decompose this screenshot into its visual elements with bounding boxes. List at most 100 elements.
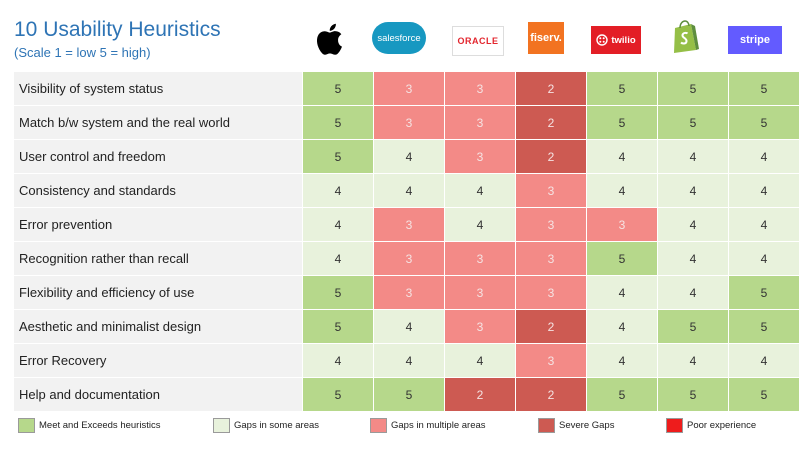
heatmap-cell: 3 [515, 173, 587, 208]
heatmap-cell: 4 [302, 207, 374, 242]
row-label: Help and documentation [14, 377, 303, 412]
chart-title: 10 Usability Heuristics [14, 18, 221, 41]
heatmap-cell: 5 [728, 105, 800, 140]
legend: Meet and Exceeds heuristics Gaps in some … [0, 418, 800, 438]
heatmap-cell: 4 [373, 139, 445, 174]
heatmap-cell: 3 [444, 241, 516, 276]
heatmap-cell: 3 [444, 139, 516, 174]
heatmap-cell: 5 [302, 72, 374, 106]
legend-swatch [213, 418, 230, 433]
heatmap-cell: 4 [586, 139, 658, 174]
legend-item: Poor experience [666, 418, 756, 433]
heatmap-cell: 5 [657, 72, 729, 106]
heatmap-cell: 2 [515, 309, 587, 344]
heatmap-cell: 4 [302, 173, 374, 208]
heatmap-row: Aesthetic and minimalist design 5 4 3 2 4 5 5 [14, 309, 800, 344]
legend-swatch [666, 418, 683, 433]
heatmap-row: Error Recovery 4 4 4 3 4 4 4 [14, 343, 800, 378]
heatmap-cell: 4 [728, 241, 800, 276]
heatmap-cell: 3 [515, 241, 587, 276]
heatmap-cell: 5 [302, 275, 374, 310]
row-label: Error prevention [14, 207, 303, 242]
heatmap-cell: 4 [586, 275, 658, 310]
heatmap-cell: 3 [444, 105, 516, 140]
heatmap-cell: 3 [586, 207, 658, 242]
twilio-logo-icon: twilio [591, 26, 641, 54]
heatmap-cell: 2 [515, 139, 587, 174]
row-label: Aesthetic and minimalist design [14, 309, 303, 344]
row-label: Match b/w system and the real world [14, 105, 303, 140]
fiserv-logo-icon: fiserv. [528, 22, 564, 54]
heatmap-cell: 4 [302, 241, 374, 276]
heatmap-cell: 5 [728, 275, 800, 310]
heatmap-row: Match b/w system and the real world 5 3 3 2 5… [14, 105, 800, 140]
legend-swatch [538, 418, 555, 433]
heatmap-cell: 5 [657, 105, 729, 140]
heatmap-cell: 4 [586, 343, 658, 378]
row-label: User control and freedom [14, 139, 303, 174]
heatmap-cell: 4 [657, 275, 729, 310]
legend-label: Gaps in some areas [234, 420, 320, 431]
heatmap-cell: 5 [302, 105, 374, 140]
heatmap-cell: 5 [302, 309, 374, 344]
legend-label: Meet and Exceeds heuristics [39, 420, 161, 431]
heatmap-cell: 4 [657, 173, 729, 208]
heatmap-cell: 3 [515, 343, 587, 378]
heatmap-cell: 5 [302, 377, 374, 412]
heatmap-cell: 3 [373, 275, 445, 310]
twilio-logo-text: twilio [611, 34, 636, 46]
heatmap-cell: 4 [657, 139, 729, 174]
heatmap-cell: 4 [657, 207, 729, 242]
heatmap-cell: 5 [657, 309, 729, 344]
row-label: Flexibility and efficiency of use [14, 275, 303, 310]
heatmap-cell: 5 [728, 72, 800, 106]
row-label: Error Recovery [14, 343, 303, 378]
stripe-logo-icon: stripe [728, 26, 782, 54]
legend-label: Gaps in multiple areas [391, 420, 486, 431]
heatmap-cell: 3 [373, 72, 445, 106]
heatmap-cell: 5 [728, 309, 800, 344]
heatmap-cell: 3 [444, 309, 516, 344]
heatmap-cell: 5 [302, 139, 374, 174]
heatmap-cell: 3 [515, 207, 587, 242]
heatmap-row: Help and documentation 5 5 2 2 5 5 5 [14, 377, 800, 412]
row-label: Consistency and standards [14, 173, 303, 208]
shopify-logo-icon [670, 20, 700, 54]
legend-label: Poor experience [687, 420, 757, 431]
heatmap-cell: 4 [373, 173, 445, 208]
heatmap-cell: 5 [586, 241, 658, 276]
heatmap-cell: 4 [373, 309, 445, 344]
heatmap-row: Flexibility and efficiency of use 5 3 3 3 4 4 5 [14, 275, 800, 310]
heatmap-cell: 2 [515, 72, 587, 106]
heatmap-cell: 4 [586, 309, 658, 344]
heatmap-cell: 4 [444, 207, 516, 242]
apple-logo-icon [313, 23, 345, 55]
chart-subtitle: (Scale 1 = low 5 = high) [14, 45, 151, 60]
heuristics-heatmap: Visibility of system status 5 3 3 2 5 5 5 Match … [14, 72, 800, 412]
salesforce-logo-icon: salesforce [372, 22, 426, 54]
legend-item: Gaps in some areas [213, 418, 319, 433]
heatmap-cell: 4 [444, 343, 516, 378]
heatmap-cell: 4 [373, 343, 445, 378]
heatmap-cell: 2 [515, 377, 587, 412]
legend-swatch [18, 418, 35, 433]
heatmap-cell: 3 [444, 72, 516, 106]
heatmap-row: Consistency and standards 4 4 4 3 4 4 4 [14, 173, 800, 208]
oracle-logo-icon: ORACLE [452, 26, 504, 56]
heatmap-cell: 4 [657, 343, 729, 378]
heatmap-cell: 4 [728, 139, 800, 174]
heatmap-cell: 3 [373, 207, 445, 242]
legend-item: Gaps in multiple areas [370, 418, 486, 433]
legend-label: Severe Gaps [559, 420, 615, 431]
heatmap-cell: 4 [302, 343, 374, 378]
heatmap-cell: 4 [586, 173, 658, 208]
heatmap-cell: 5 [657, 377, 729, 412]
heatmap-cell: 5 [373, 377, 445, 412]
heatmap-cell: 5 [728, 377, 800, 412]
heatmap-cell: 4 [657, 241, 729, 276]
heatmap-cell: 2 [515, 105, 587, 140]
heatmap-cell: 4 [728, 173, 800, 208]
legend-item: Meet and Exceeds heuristics [18, 418, 160, 433]
heatmap-cell: 5 [586, 72, 658, 106]
heatmap-row: Recognition rather than recall 4 3 3 3 5 4 4 [14, 241, 800, 276]
